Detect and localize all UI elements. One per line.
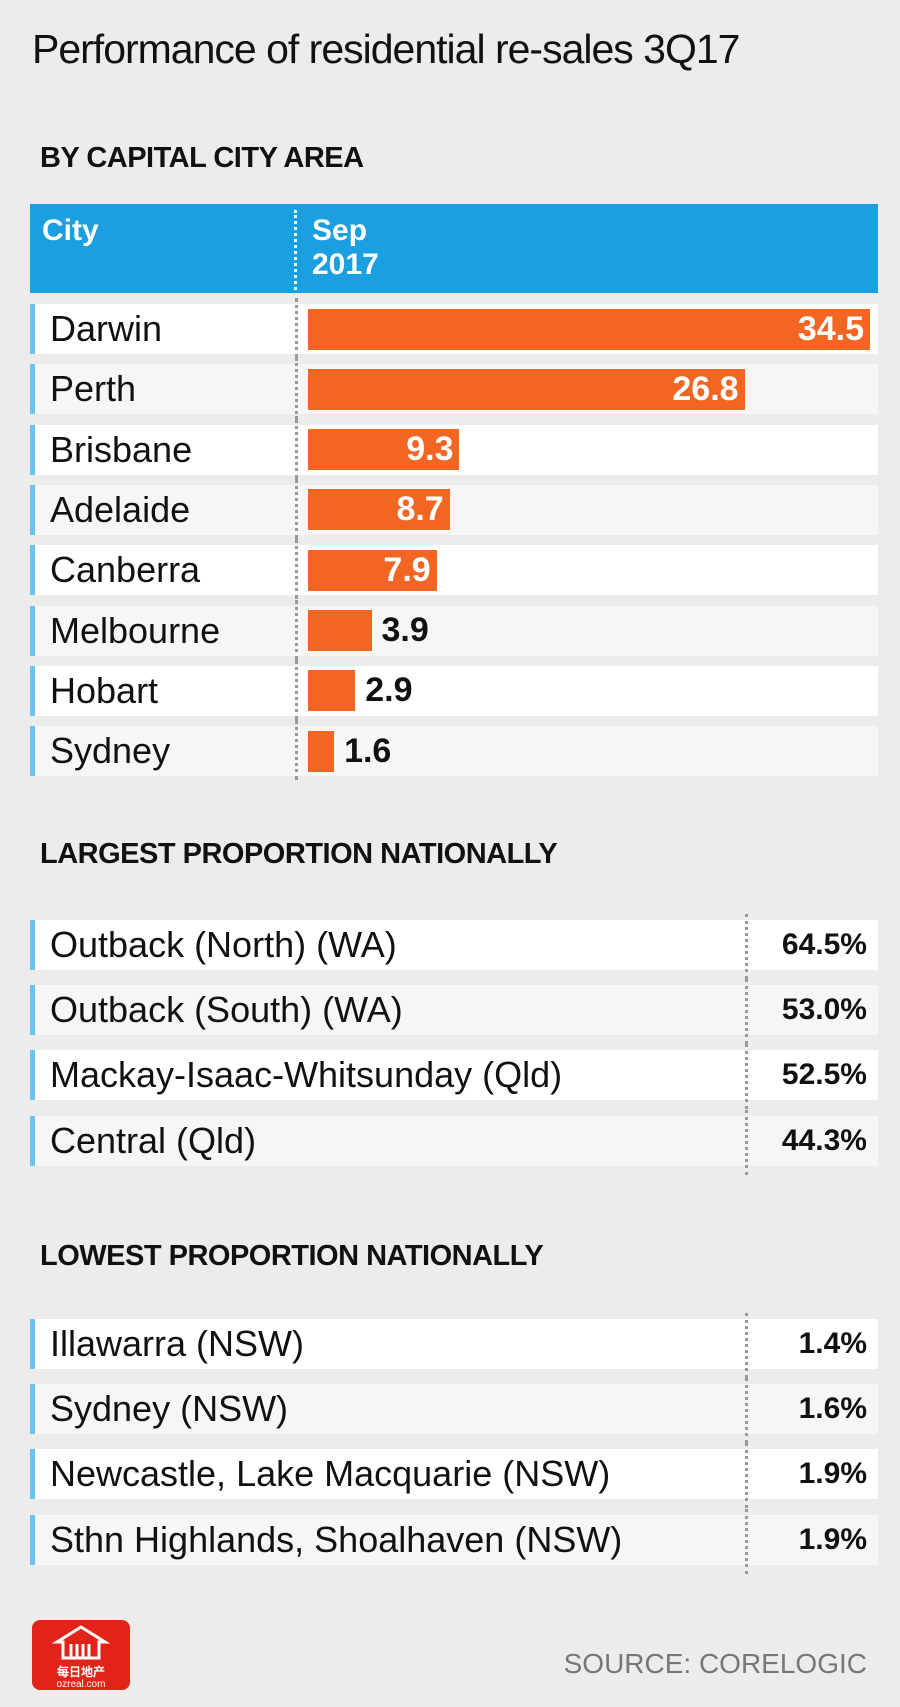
value-label: 26.8 (672, 369, 739, 408)
bar (308, 489, 450, 531)
row (30, 1115, 878, 1166)
column-header: Sep 2017 (312, 214, 379, 281)
value-cell: 44.3% (781, 1123, 867, 1157)
title: Performance of residential re-sales 3Q17 (32, 26, 740, 72)
divider (295, 599, 298, 660)
value-cell: 53.0% (781, 993, 867, 1027)
row (30, 1384, 878, 1435)
row (30, 1514, 878, 1565)
divider (745, 979, 748, 1045)
logo: 每日地产 ozreal.com (32, 1620, 130, 1690)
value-cell: 64.5% (781, 928, 867, 961)
divider (745, 1378, 748, 1444)
value-label: 8.7 (396, 490, 444, 529)
city-label: Adelaide (50, 488, 191, 530)
city-label: Darwin (50, 308, 163, 349)
city-label: Sydney (50, 730, 171, 772)
region-label: Sydney (NSW) (50, 1388, 289, 1430)
divider (745, 1443, 748, 1509)
source: SOURCE: CORELOGIC (563, 1648, 867, 1679)
section-heading: LOWEST PROPORTION NATIONALLY (40, 1240, 544, 1272)
region-label: Sthn Highlands, Shoalhaven (NSW) (50, 1518, 623, 1560)
value-label: 7.9 (383, 550, 431, 589)
divider (295, 298, 298, 359)
region-label: Mackay-Isaac-Whitsunday (Qld) (50, 1054, 563, 1096)
row (30, 920, 878, 970)
value-cell: 1.4% (798, 1327, 867, 1360)
logo-url: ozreal.com (56, 1679, 106, 1690)
value-cell: 1.9% (798, 1522, 867, 1556)
bar (308, 670, 356, 712)
city-label: Canberra (50, 549, 201, 591)
row (30, 726, 878, 777)
region-label: Central (Qld) (50, 1119, 257, 1161)
row (30, 484, 878, 535)
logo-name: 每日地产 (56, 1665, 105, 1679)
section-heading: BY CAPITAL CITY AREA (40, 142, 364, 174)
divider (295, 539, 298, 600)
divider (295, 358, 298, 419)
divider (295, 720, 298, 781)
value-label: 9.3 (406, 430, 454, 469)
value-cell: 52.5% (781, 1058, 867, 1092)
divider (745, 1508, 748, 1574)
section-heading: LARGEST PROPORTION NATIONALLY (40, 838, 558, 870)
city-label: Melbourne (50, 609, 221, 651)
city-label: Brisbane (50, 428, 193, 470)
value-label: 1.6 (344, 731, 392, 770)
row (30, 1050, 878, 1101)
divider (294, 210, 297, 290)
city-label: Hobart (50, 669, 159, 711)
table-header: City Sep 2017 (30, 204, 878, 293)
region-label: Newcastle, Lake Macquarie (NSW) (50, 1453, 611, 1495)
value-cell: 1.6% (798, 1392, 867, 1426)
divider (745, 1044, 748, 1110)
city-label: Perth (50, 368, 137, 410)
bar (308, 549, 437, 591)
row (30, 1319, 878, 1369)
value-label: 3.9 (381, 611, 429, 649)
region-label: Outback (North) (WA) (50, 924, 397, 965)
divider (295, 418, 298, 479)
row (30, 985, 878, 1036)
logo-icon (51, 1625, 111, 1660)
value-label: 2.9 (365, 671, 413, 710)
row (30, 545, 878, 596)
region-label: Outback (South) (WA) (50, 989, 403, 1031)
divider (745, 1109, 748, 1175)
bar (308, 368, 745, 410)
bar (308, 308, 870, 350)
value-cell: 1.9% (798, 1457, 867, 1491)
value-label: 34.5 (797, 309, 864, 348)
divider (745, 1313, 748, 1378)
row (30, 1449, 878, 1500)
bar (308, 730, 335, 772)
region-label: Illawarra (NSW) (50, 1323, 305, 1364)
row (30, 605, 878, 656)
divider (745, 914, 748, 979)
column-header: City (42, 214, 99, 247)
divider (295, 659, 298, 721)
divider (295, 478, 298, 540)
row (30, 665, 878, 716)
bar (308, 429, 460, 471)
bar (308, 610, 372, 651)
